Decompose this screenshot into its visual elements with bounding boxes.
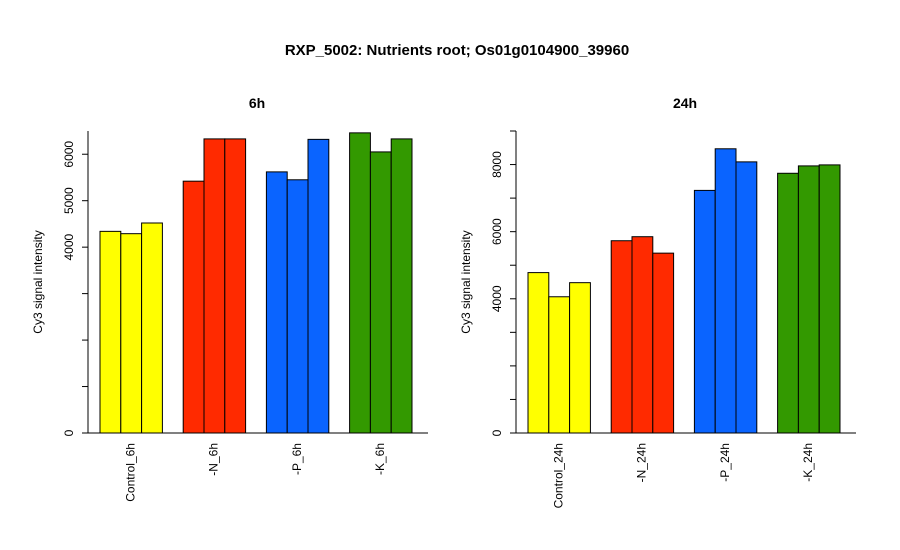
- bar: [141, 222, 163, 434]
- bar: [224, 138, 247, 434]
- bar: [777, 172, 799, 434]
- figure-title: RXP_5002: Nutrients root; Os01g0104900_3…: [285, 42, 629, 59]
- bar: [631, 236, 654, 434]
- bar: [818, 164, 841, 434]
- bar: [120, 233, 143, 434]
- panel-title: 24h: [673, 95, 697, 111]
- y-tick-label: 4000: [62, 233, 76, 260]
- y-tick-label: 0: [62, 429, 76, 436]
- bar: [349, 132, 371, 434]
- bar: [548, 296, 571, 434]
- category-label: -P_24h: [718, 443, 732, 482]
- y-tick-label: 0: [490, 429, 504, 436]
- category-label: Control_6h: [123, 443, 137, 502]
- category-label: -K_6h: [373, 443, 387, 475]
- bar: [369, 151, 392, 434]
- y-tick-label: 8000: [490, 151, 504, 178]
- category-label: -N_24h: [635, 443, 649, 482]
- bar: [735, 161, 758, 434]
- y-tick-label: 6000: [62, 141, 76, 168]
- panel-24h: 24h Cy3 signal intensity 0 4000 6000 8000 Cont…: [459, 95, 856, 508]
- y-axis-label: Cy3 signal intensity: [31, 230, 45, 333]
- bar: [286, 179, 309, 434]
- panel-title: 6h: [249, 95, 265, 111]
- bar: [307, 138, 330, 434]
- category-label: -P_6h: [290, 443, 304, 475]
- category-label: -N_6h: [207, 443, 221, 476]
- bar: [203, 138, 226, 434]
- bar: [652, 252, 675, 434]
- panel-6h: 6h Cy3 signal intensity 0 4000 5000 6000 Contr…: [31, 95, 428, 502]
- bar: [99, 230, 122, 434]
- category-label: Control_24h: [551, 443, 565, 508]
- bar: [182, 180, 205, 434]
- bar: [610, 240, 633, 434]
- y-tick-label: 6000: [490, 218, 504, 245]
- bar: [265, 171, 288, 434]
- bar: [693, 189, 716, 434]
- y-tick-label: 4000: [490, 285, 504, 312]
- category-label: -K_24h: [801, 443, 815, 482]
- y-axis-label: Cy3 signal intensity: [459, 230, 473, 333]
- bar: [527, 272, 550, 434]
- bar: [714, 148, 737, 434]
- bar: [569, 282, 591, 434]
- bar: [797, 165, 820, 434]
- y-tick-label: 5000: [62, 187, 76, 214]
- bar: [390, 138, 413, 434]
